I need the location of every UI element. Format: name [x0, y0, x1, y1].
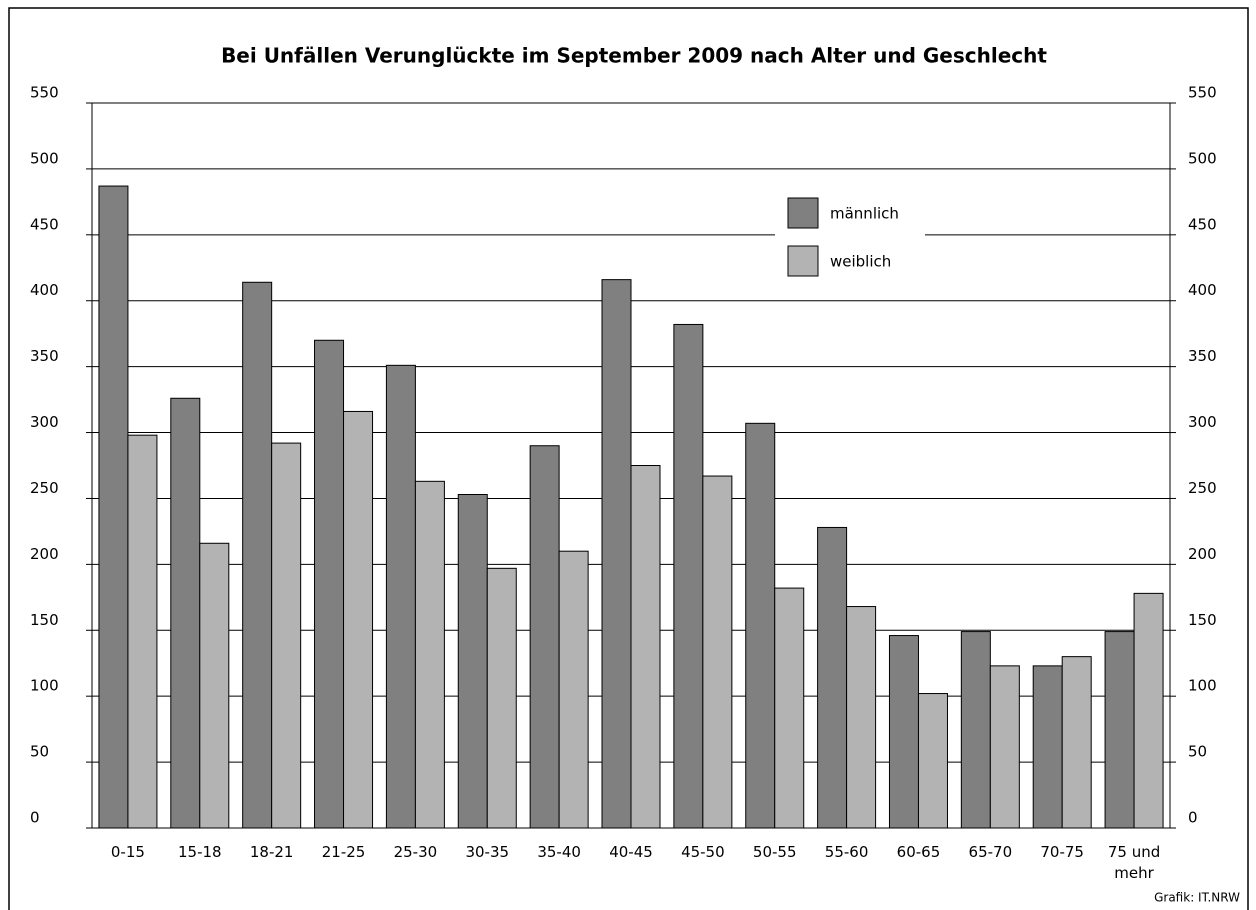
bar: [1061, 656, 1092, 829]
y-tick-label: 150: [30, 611, 59, 629]
x-tick-label: 21-25: [321, 843, 366, 861]
x-tick-label: 0-15: [110, 843, 145, 861]
frame: [8, 7, 1249, 910]
bar: [529, 445, 560, 829]
bar: [960, 631, 991, 829]
y-tick-label: 400: [30, 281, 59, 299]
bar: [1133, 592, 1164, 829]
y-tick-label: 350: [30, 347, 59, 365]
x-tick-label: 15-18: [178, 843, 222, 861]
y2-tick-label: 0: [1188, 809, 1198, 827]
bar: [846, 606, 877, 829]
bar: [199, 542, 230, 829]
legend-label: weiblich: [830, 253, 891, 271]
y2-tick-label: 250: [1188, 479, 1217, 497]
legend-label: männlich: [830, 205, 899, 223]
x-tick-label: 60-65: [896, 843, 941, 861]
x-tick-label: 18-21: [249, 843, 294, 861]
bar: [917, 693, 948, 829]
y-tick-label: 300: [30, 413, 59, 431]
chart-title: Bei Unfällen Verunglückte im September 2…: [221, 44, 1047, 68]
bar: [673, 323, 704, 829]
y2-tick-label: 350: [1188, 347, 1217, 365]
bar: [242, 281, 273, 829]
y-tick-label: 0: [30, 809, 40, 827]
bar: [98, 185, 129, 829]
bar: [989, 665, 1020, 829]
x-tick-label: 45-50: [681, 843, 725, 861]
bar: [127, 434, 158, 829]
bar: [271, 442, 302, 829]
bar: [414, 480, 445, 829]
y-tick-label: 100: [30, 677, 59, 695]
y2-tick-label: 450: [1188, 215, 1217, 233]
y-tick-label: 500: [30, 149, 59, 167]
bar: [457, 494, 488, 829]
y-tick-label: 550: [30, 84, 59, 102]
y2-tick-label: 150: [1188, 611, 1217, 629]
y2-tick-label: 300: [1188, 413, 1217, 431]
x-tick-label: 70-75: [1040, 843, 1084, 861]
x-tick-label: 35-40: [537, 843, 581, 861]
bar: [486, 567, 517, 829]
x-tick-label: 25-30: [393, 843, 438, 861]
bar: [601, 279, 632, 829]
x-tick-label: 40-45: [609, 843, 653, 861]
bar: [774, 587, 805, 829]
x-tick-label: 75 und mehr: [1107, 843, 1161, 882]
bar: [314, 339, 345, 829]
bar: [888, 635, 919, 829]
bar: [745, 422, 776, 829]
legend-swatch: [787, 245, 819, 277]
x-tick-label: 65-70: [968, 843, 1013, 861]
y-tick-label: 200: [30, 545, 59, 563]
y2-tick-label: 50: [1188, 743, 1207, 761]
x-tick-label: 50-55: [752, 843, 797, 861]
bar: [558, 550, 589, 829]
bar: [343, 410, 374, 829]
bar: [702, 475, 733, 829]
bar: [385, 364, 416, 829]
bar: [170, 397, 201, 829]
y2-tick-label: 500: [1188, 149, 1217, 167]
bar: [817, 526, 848, 829]
x-tick-label: 55-60: [824, 843, 869, 861]
x-tick-label: 30-35: [465, 843, 510, 861]
y-tick-label: 250: [30, 479, 59, 497]
source: Grafik: IT.NRW: [1154, 891, 1240, 905]
y2-tick-label: 550: [1188, 84, 1217, 102]
legend-swatch: [787, 197, 819, 229]
y-tick-label: 450: [30, 215, 59, 233]
bar: [1104, 631, 1135, 829]
bar: [630, 465, 661, 829]
bar: [1032, 665, 1063, 829]
y-tick-label: 50: [30, 743, 49, 761]
y2-tick-label: 200: [1188, 545, 1217, 563]
y2-tick-label: 100: [1188, 677, 1217, 695]
y2-tick-label: 400: [1188, 281, 1217, 299]
